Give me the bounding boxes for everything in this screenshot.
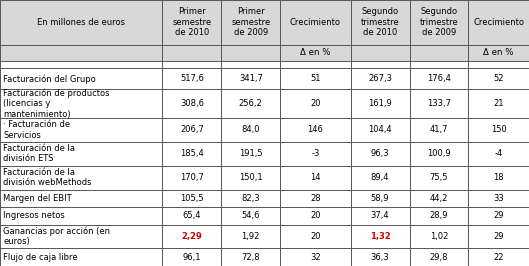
Text: 150,1: 150,1 [239,173,262,182]
Text: Facturación de la
división ETS: Facturación de la división ETS [3,144,75,163]
Text: 161,9: 161,9 [368,99,392,108]
Bar [0,0,529,45]
Bar [0,89,529,118]
Text: 104,4: 104,4 [368,125,392,134]
Text: 28: 28 [310,194,321,203]
Text: Ganancias por acción (en
euros): Ganancias por acción (en euros) [3,227,110,247]
Text: Flujo de caja libre: Flujo de caja libre [3,253,78,262]
Text: Facturación del Grupo: Facturación del Grupo [3,74,96,84]
Bar [0,190,529,207]
Text: 96,3: 96,3 [371,149,389,158]
Text: Segundo
trimestre
de 2010: Segundo trimestre de 2010 [361,7,399,37]
Text: 341,7: 341,7 [239,74,263,83]
Text: 52: 52 [494,74,504,83]
Text: Primer
semestre
de 2009: Primer semestre de 2009 [231,7,270,37]
Bar [0,142,529,166]
Text: 32: 32 [310,253,321,262]
Text: 150: 150 [491,125,507,134]
Text: 20: 20 [310,99,321,108]
Text: 185,4: 185,4 [180,149,204,158]
Text: 256,2: 256,2 [239,99,262,108]
Text: Margen del EBIT: Margen del EBIT [3,194,72,203]
Text: 75,5: 75,5 [430,173,448,182]
Text: Facturación de la
división webMethods: Facturación de la división webMethods [3,168,92,187]
Text: 191,5: 191,5 [239,149,262,158]
Text: 18: 18 [494,173,504,182]
Text: 89,4: 89,4 [371,173,389,182]
Bar [0,61,529,68]
Text: 84,0: 84,0 [241,125,260,134]
Bar [0,68,529,89]
Text: 133,7: 133,7 [427,99,451,108]
Text: 72,8: 72,8 [241,253,260,262]
Text: 267,3: 267,3 [368,74,392,83]
Text: 82,3: 82,3 [241,194,260,203]
Text: 20: 20 [310,211,321,220]
Bar [0,248,529,266]
Text: 1,92: 1,92 [242,232,260,241]
Text: 51: 51 [310,74,321,83]
Text: 44,2: 44,2 [430,194,448,203]
Text: Ingresos netos: Ingresos netos [3,211,65,220]
Text: 36,3: 36,3 [371,253,389,262]
Text: 206,7: 206,7 [180,125,204,134]
Text: 21: 21 [494,99,504,108]
Text: 2,29: 2,29 [181,232,202,241]
Text: En millones de euros: En millones de euros [37,18,125,27]
Text: Crecimiento: Crecimiento [473,18,524,27]
Text: Facturación de productos
(licencias y
mantenimiento): Facturación de productos (licencias y ma… [3,88,110,119]
Text: 1,02: 1,02 [430,232,448,241]
Bar [0,225,529,248]
Text: 20: 20 [310,232,321,241]
Text: 517,6: 517,6 [180,74,204,83]
Text: 28,9: 28,9 [430,211,448,220]
Text: -4: -4 [495,149,503,158]
Text: Δ en %: Δ en % [484,48,514,57]
Text: 170,7: 170,7 [180,173,204,182]
Text: 176,4: 176,4 [427,74,451,83]
Text: Crecimiento: Crecimiento [290,18,341,27]
Text: Primer
semestre
de 2010: Primer semestre de 2010 [172,7,212,37]
Text: 96,1: 96,1 [183,253,201,262]
Text: 29: 29 [494,211,504,220]
Bar [0,45,529,61]
Text: · Facturación de
Servicios: · Facturación de Servicios [3,120,70,139]
Text: 41,7: 41,7 [430,125,448,134]
Text: 146: 146 [307,125,323,134]
Text: Segundo
trimestre
de 2009: Segundo trimestre de 2009 [419,7,458,37]
Bar [0,207,529,225]
Text: 100,9: 100,9 [427,149,451,158]
Text: 58,9: 58,9 [371,194,389,203]
Text: 29,8: 29,8 [430,253,448,262]
Text: 14: 14 [310,173,321,182]
Text: 105,5: 105,5 [180,194,204,203]
Text: -3: -3 [311,149,320,158]
Text: Δ en %: Δ en % [300,48,331,57]
Text: 22: 22 [494,253,504,262]
Bar [0,166,529,190]
Text: 29: 29 [494,232,504,241]
Text: 65,4: 65,4 [183,211,201,220]
Text: 54,6: 54,6 [241,211,260,220]
Text: 1,32: 1,32 [370,232,390,241]
Text: 37,4: 37,4 [371,211,389,220]
Bar [0,118,529,142]
Text: 308,6: 308,6 [180,99,204,108]
Text: 33: 33 [494,194,504,203]
